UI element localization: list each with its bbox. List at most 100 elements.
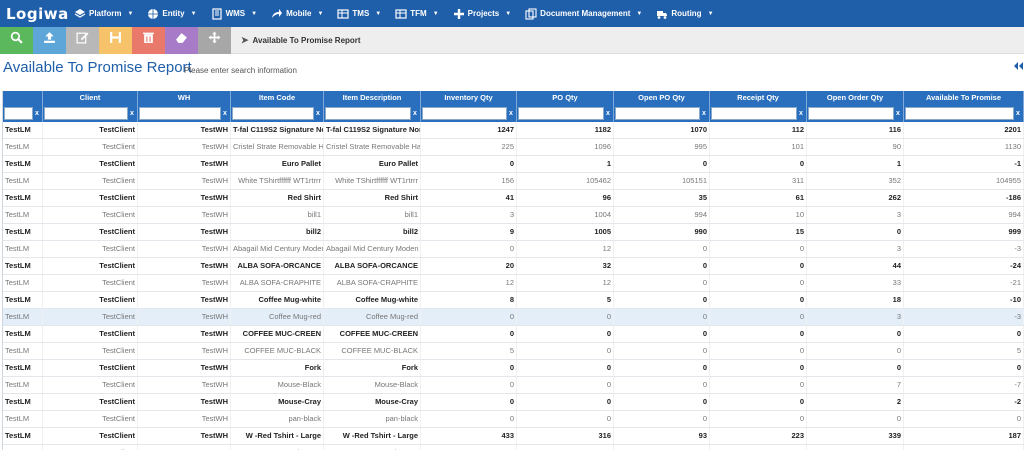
column-header-item-code[interactable]: Item Code bbox=[231, 91, 324, 105]
column-filter-input[interactable] bbox=[905, 107, 1014, 120]
column-header-available-to-promise[interactable]: Available To Promise bbox=[904, 91, 1024, 105]
search-button[interactable] bbox=[0, 26, 33, 54]
table-cell: 101 bbox=[710, 139, 807, 155]
table-row[interactable]: TestLM TestClient TestWH Coffee Mug-white Co… bbox=[3, 292, 1024, 309]
column-header-item-description[interactable]: Item Description bbox=[324, 91, 421, 105]
table-row[interactable]: TestLM TestClient TestWH Coffee Mug-red Coff… bbox=[3, 309, 1024, 326]
table-cell: TestLM bbox=[3, 173, 43, 189]
table-row[interactable]: TestLM TestClient TestWH Cristel Strate Rem… bbox=[3, 139, 1024, 156]
table-cell: Coffee Mug-red bbox=[324, 309, 421, 325]
clear-button[interactable] bbox=[165, 26, 198, 54]
upload-button[interactable] bbox=[33, 26, 66, 54]
column-header-client[interactable]: Client bbox=[43, 91, 138, 105]
delete-button[interactable] bbox=[132, 26, 165, 54]
column-header-po-qty[interactable]: PO Qty bbox=[517, 91, 614, 105]
clear-filter-icon[interactable]: x bbox=[509, 110, 513, 117]
nav-wms[interactable]: WMS ▼ bbox=[205, 0, 266, 27]
table-row[interactable]: TestLM TestClient TestWH Euro Pallet Euro Pa… bbox=[3, 156, 1024, 173]
table-row[interactable]: TestLM TestClient TestWH Mouse-Black Mouse-B… bbox=[3, 377, 1024, 394]
column-header-inventory-qty[interactable]: Inventory Qty bbox=[421, 91, 517, 105]
table-row[interactable]: TestLM TestClient TestWH Mouse-Cray Mouse-Cr… bbox=[3, 394, 1024, 411]
table-cell: Mouse-Cray bbox=[324, 394, 421, 410]
clear-filter-icon[interactable]: x bbox=[896, 110, 900, 117]
move-button[interactable] bbox=[198, 26, 231, 54]
table-cell: 0 bbox=[421, 309, 517, 325]
table-row[interactable]: TestLM TestClient TestWH Fork Fork 0 0 0 0 0 0 bbox=[3, 360, 1024, 377]
clear-filter-icon[interactable]: x bbox=[702, 110, 706, 117]
table-row[interactable]: TestLM TestClient TestWH T-fal C119S2 Signa… bbox=[3, 122, 1024, 139]
table-cell: Coffee Mug-white bbox=[231, 292, 324, 308]
nav-document-management[interactable]: Document Management ▼ bbox=[519, 0, 650, 27]
clear-filter-icon[interactable]: x bbox=[316, 110, 320, 117]
nav-projects[interactable]: Projects ▼ bbox=[447, 0, 520, 27]
column-filter-input[interactable] bbox=[518, 107, 604, 120]
column-filter-input[interactable] bbox=[4, 107, 33, 120]
table-cell: COFFEE MUC-BLACK bbox=[231, 343, 324, 359]
table-row[interactable]: TestLM TestClient TestWH pan-black pan-black… bbox=[3, 411, 1024, 428]
nav-routing[interactable]: Routing ▼ bbox=[650, 0, 721, 27]
table-cell: TestLM bbox=[3, 207, 43, 223]
column-filter-input[interactable] bbox=[808, 107, 894, 120]
table-row[interactable]: TestLM TestClient TestWH ALBA SOFA-ORCANCE A… bbox=[3, 258, 1024, 275]
nav-mobile[interactable]: Mobile ▼ bbox=[265, 0, 331, 27]
table-row[interactable]: TestLM TestClient TestWH bill1 bill1 3 1004 994… bbox=[3, 207, 1024, 224]
clear-filter-icon[interactable]: x bbox=[130, 110, 134, 117]
logiwa-logo[interactable]: Logiwa bbox=[6, 4, 69, 23]
column-filter-input[interactable] bbox=[422, 107, 507, 120]
table-cell: Euro Pallet bbox=[231, 156, 324, 172]
table-cell: 10 bbox=[710, 207, 807, 223]
column-filter-input[interactable] bbox=[615, 107, 700, 120]
table-row[interactable]: TestLM TestClient TestWH White TShirtffffff… bbox=[3, 173, 1024, 190]
collapse-left-icon[interactable] bbox=[1012, 60, 1024, 72]
table-row[interactable]: TestLM TestClient TestWH COFFEE MUC-BLACK CO… bbox=[3, 343, 1024, 360]
clear-filter-icon[interactable]: x bbox=[223, 110, 227, 117]
table-row[interactable]: TestLM TestClient TestWH W -Red Tshirt - La… bbox=[3, 428, 1024, 445]
share-arrow-icon bbox=[271, 8, 283, 20]
table-cell: 0 bbox=[614, 258, 710, 274]
save-button[interactable] bbox=[99, 26, 132, 54]
table-row[interactable]: TestLM TestClient TestWH ALBA SOFA-CRAPHITE… bbox=[3, 275, 1024, 292]
nav-tms[interactable]: TMS ▼ bbox=[331, 0, 389, 27]
table-cell: 0 bbox=[517, 411, 614, 427]
column-header-open-po-qty[interactable]: Open PO Qty bbox=[614, 91, 710, 105]
table-cell: 1070 bbox=[614, 122, 710, 138]
table-cell: Euro Pallet bbox=[324, 156, 421, 172]
table-cell: TestWH bbox=[138, 139, 231, 155]
table-cell: TestWH bbox=[138, 292, 231, 308]
filter-cell: x bbox=[904, 105, 1024, 122]
table-row[interactable]: TestLM TestClient TestWH COFFEE MUC-CREEN CO… bbox=[3, 326, 1024, 343]
column-filter-input[interactable] bbox=[139, 107, 221, 120]
table-cell: TestLM bbox=[3, 156, 43, 172]
table-row[interactable]: TestLMTestClientTestWHSamsung Galaxy s4S… bbox=[3, 445, 1024, 450]
edit-button[interactable] bbox=[66, 26, 99, 54]
page-subtitle: Please enter search information bbox=[184, 66, 297, 75]
clear-filter-icon[interactable]: x bbox=[799, 110, 803, 117]
nav-label: TFM bbox=[410, 9, 427, 18]
nav-platform[interactable]: Platform ▼ bbox=[68, 0, 141, 27]
nav-label: Entity bbox=[162, 9, 185, 18]
clear-filter-icon[interactable]: x bbox=[606, 110, 610, 117]
table-row[interactable]: TestLM TestClient TestWH bill2 bill2 9 1005 990… bbox=[3, 224, 1024, 241]
table-cell: 5 bbox=[421, 343, 517, 359]
table-row[interactable]: TestLM TestClient TestWH Abagail Mid Centur… bbox=[3, 241, 1024, 258]
column-header-wh[interactable]: WH bbox=[138, 91, 231, 105]
table-cell: TestWH bbox=[138, 343, 231, 359]
table-cell: TestWH bbox=[138, 207, 231, 223]
table-cell: bill1 bbox=[231, 207, 324, 223]
column-filter-input[interactable] bbox=[325, 107, 411, 120]
table-row[interactable]: TestLM TestClient TestWH Red Shirt Red Shirt… bbox=[3, 190, 1024, 207]
table-cell: 1 bbox=[517, 156, 614, 172]
table-cell: 0 bbox=[421, 360, 517, 376]
save-icon bbox=[109, 31, 122, 49]
clear-filter-icon[interactable]: x bbox=[413, 110, 417, 117]
nav-entity[interactable]: Entity ▼ bbox=[141, 0, 204, 27]
clear-filter-icon[interactable]: x bbox=[35, 110, 39, 117]
table-cell: 0 bbox=[517, 343, 614, 359]
nav-tfm[interactable]: TFM ▼ bbox=[389, 0, 446, 27]
clear-filter-icon[interactable]: x bbox=[1016, 110, 1020, 117]
column-filter-input[interactable] bbox=[44, 107, 128, 120]
column-header-open-order-qty[interactable]: Open Order Qty bbox=[807, 91, 904, 105]
column-filter-input[interactable] bbox=[232, 107, 314, 120]
column-filter-input[interactable] bbox=[711, 107, 797, 120]
column-header-receipt-qty[interactable]: Receipt Qty bbox=[710, 91, 807, 105]
